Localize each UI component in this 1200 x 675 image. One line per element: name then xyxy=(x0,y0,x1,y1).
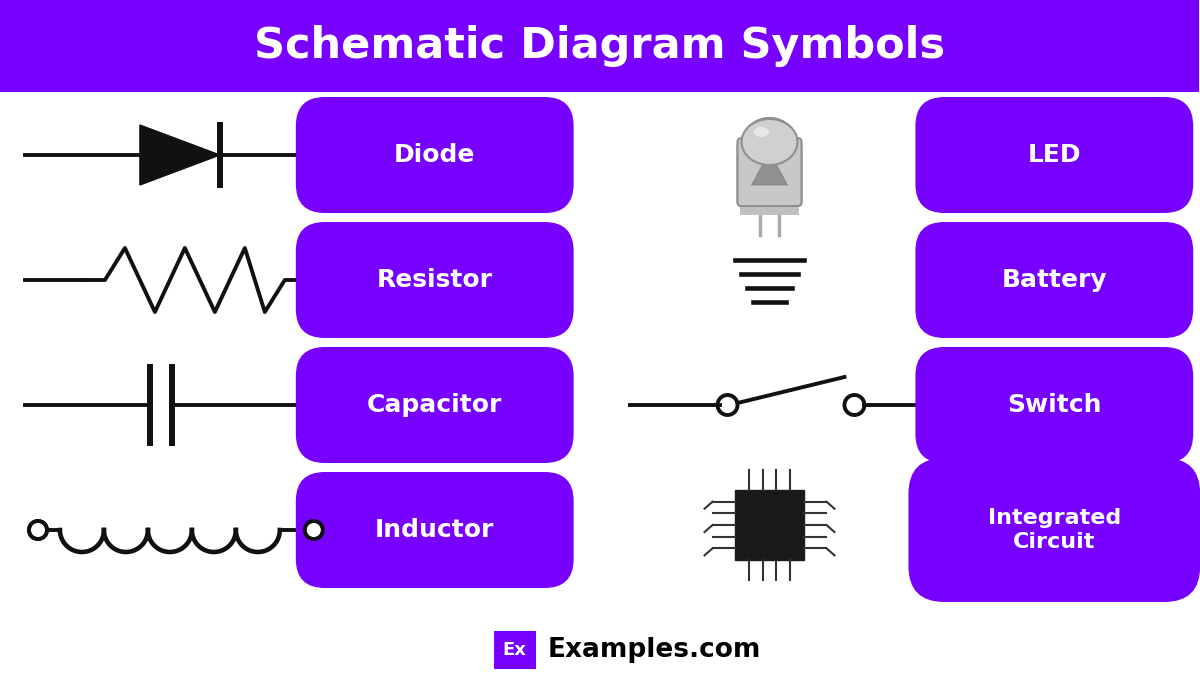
Polygon shape xyxy=(751,152,787,185)
Polygon shape xyxy=(140,125,220,185)
FancyBboxPatch shape xyxy=(738,138,802,206)
Text: Ex: Ex xyxy=(503,641,527,659)
Text: LED: LED xyxy=(1027,143,1081,167)
Ellipse shape xyxy=(742,119,798,165)
Text: Battery: Battery xyxy=(1002,268,1108,292)
Text: Schematic Diagram Symbols: Schematic Diagram Symbols xyxy=(254,25,946,67)
FancyBboxPatch shape xyxy=(296,97,574,213)
FancyBboxPatch shape xyxy=(738,142,802,206)
FancyBboxPatch shape xyxy=(296,222,574,338)
FancyBboxPatch shape xyxy=(916,347,1193,463)
Ellipse shape xyxy=(742,118,798,174)
FancyBboxPatch shape xyxy=(916,222,1193,338)
Bar xyxy=(493,631,535,669)
Circle shape xyxy=(29,521,47,539)
Text: Capacitor: Capacitor xyxy=(367,393,503,417)
Circle shape xyxy=(29,521,47,539)
FancyBboxPatch shape xyxy=(296,347,574,463)
Ellipse shape xyxy=(742,118,798,174)
FancyBboxPatch shape xyxy=(296,472,574,588)
FancyBboxPatch shape xyxy=(908,458,1200,602)
Ellipse shape xyxy=(754,127,769,137)
Circle shape xyxy=(305,521,323,539)
Text: Integrated
Circuit: Integrated Circuit xyxy=(988,508,1121,551)
Text: Resistor: Resistor xyxy=(377,268,493,292)
Bar xyxy=(739,145,799,215)
Polygon shape xyxy=(762,132,784,158)
Bar xyxy=(0,0,1199,92)
Text: Examples.com: Examples.com xyxy=(547,637,761,663)
Text: Switch: Switch xyxy=(1007,393,1102,417)
Text: Diode: Diode xyxy=(394,143,475,167)
Text: Inductor: Inductor xyxy=(376,518,494,542)
FancyBboxPatch shape xyxy=(916,97,1193,213)
Bar xyxy=(734,490,804,560)
